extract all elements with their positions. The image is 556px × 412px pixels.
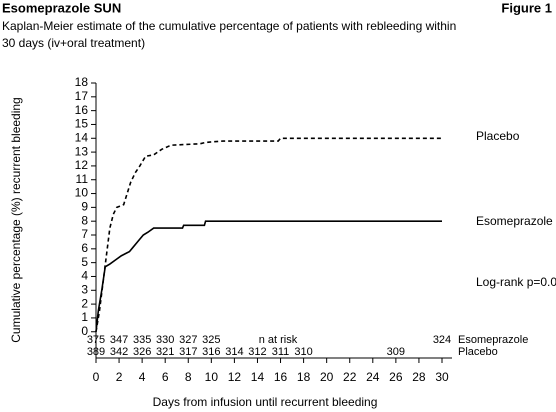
y-tick-label: 8 <box>81 213 88 227</box>
y-tick-label: 17 <box>75 89 89 103</box>
y-tick-label: 1 <box>81 310 88 324</box>
km-curve <box>95 220 442 332</box>
at-risk-count: 309 <box>387 346 405 358</box>
at-risk-count: 325 <box>202 334 220 346</box>
at-risk-count: 375 <box>87 334 105 346</box>
y-tick-label: 16 <box>75 103 89 117</box>
header: Esomeprazole SUN <box>2 0 121 15</box>
at-risk-count: 316 <box>202 346 220 358</box>
x-tick-label: 6 <box>162 370 169 384</box>
annotation: Log-rank p=0.009 <box>476 275 556 289</box>
at-risk-row-label: Placebo <box>458 346 498 358</box>
chart-title-line2: 30 days (iv+oral treatment) <box>2 36 145 50</box>
x-tick-label: 10 <box>205 370 219 384</box>
at-risk-count: 335 <box>133 334 151 346</box>
y-tick-label: 11 <box>76 172 89 186</box>
x-tick-label: 14 <box>251 370 265 384</box>
at-risk-count: 327 <box>179 334 197 346</box>
x-tick-label: 30 <box>435 370 449 384</box>
y-tick-label: 0 <box>81 324 88 338</box>
at-risk-count: 314 <box>225 346 243 358</box>
at-risk-count: 347 <box>110 334 128 346</box>
at-risk-row-label: Esomeprazole <box>458 334 528 346</box>
at-risk-count: 330 <box>156 334 174 346</box>
y-tick-label: 13 <box>75 144 89 158</box>
y-tick-label: 9 <box>81 200 88 214</box>
curve-label: Placebo <box>476 129 520 143</box>
y-tick-label: 15 <box>75 117 89 131</box>
y-tick-label: 18 <box>75 75 89 89</box>
x-tick-label: 24 <box>366 370 380 384</box>
at-risk-count: 312 <box>248 346 266 358</box>
at-risk-count: 310 <box>294 346 312 358</box>
y-tick-label: 6 <box>81 241 88 255</box>
at-risk-count: 321 <box>156 346 174 358</box>
curve-label: Esomeprazole <box>476 214 553 228</box>
y-tick-label: 4 <box>81 269 88 283</box>
x-tick-label: 18 <box>297 370 311 384</box>
at-risk-count: 324 <box>433 334 451 346</box>
x-tick-label: 0 <box>93 370 100 384</box>
at-risk-count: 389 <box>87 346 105 358</box>
x-tick-label: 22 <box>343 370 357 384</box>
at-risk-label: n at risk <box>259 334 298 346</box>
x-tick-label: 4 <box>139 370 146 384</box>
x-tick-label: 28 <box>412 370 426 384</box>
y-tick-label: 5 <box>81 255 88 269</box>
at-risk-count: 311 <box>272 346 290 358</box>
x-tick-label: 12 <box>228 370 242 384</box>
y-axis-label: Cumulative percentage (%) recurrent blee… <box>9 97 23 342</box>
km-curve <box>95 137 442 332</box>
figure-label: Figure 1 <box>501 0 552 15</box>
y-tick-label: 7 <box>81 227 88 241</box>
chart-title: Kaplan-Meier estimate of the cumulative … <box>2 19 456 33</box>
y-tick-label: 2 <box>81 296 88 310</box>
at-risk-count: 326 <box>133 346 151 358</box>
y-tick-label: 12 <box>75 158 89 172</box>
x-axis-label: Days from infusion until recurrent bleed… <box>153 395 378 409</box>
y-tick-label: 14 <box>75 130 89 144</box>
x-tick-label: 16 <box>274 370 288 384</box>
x-tick-label: 8 <box>185 370 192 384</box>
x-tick-label: 26 <box>389 370 403 384</box>
at-risk-count: 317 <box>179 346 197 358</box>
y-tick-label: 10 <box>75 186 89 200</box>
x-tick-label: 2 <box>116 370 123 384</box>
y-tick-label: 3 <box>81 282 88 296</box>
x-tick-label: 20 <box>320 370 334 384</box>
at-risk-count: 342 <box>110 346 128 358</box>
